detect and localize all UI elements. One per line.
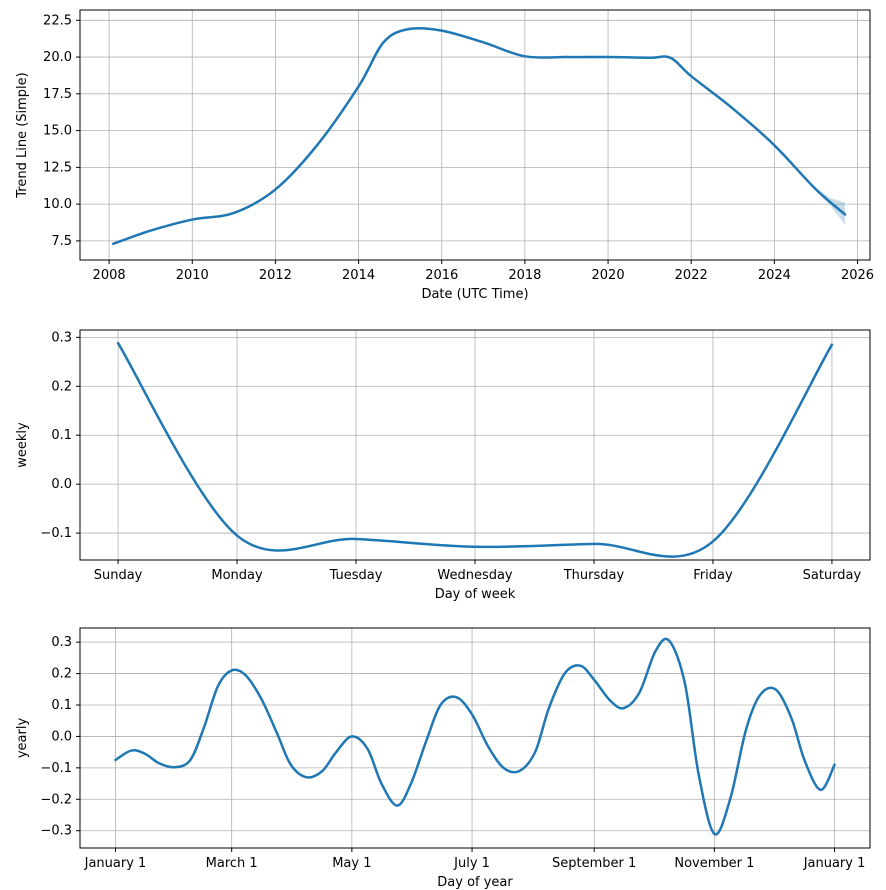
ytick-label: 10.0 [43,197,72,212]
xtick-label: Sunday [94,568,143,583]
ytick-label: 15.0 [43,124,72,139]
xtick-label: 2016 [425,268,458,283]
weekly-svg: Sunday Monday Tuesday Wednesday Thursday Frid… [0,310,886,610]
ytick-label: 22.5 [43,13,72,28]
xtick-label: 2026 [841,268,874,283]
ytick-label: 0.3 [51,330,72,345]
ytick-label: 0.2 [51,667,72,682]
figure: 2008 2010 2012 2014 2016 2018 2020 2022 2024 2026… [0,0,886,889]
ytick-label: 7.5 [51,234,72,249]
axes-frame [80,10,870,260]
xtick-label: Saturday [803,568,862,583]
xtick-label: Monday [211,568,263,583]
y-axis-label: weekly [15,422,30,468]
ytick-label: 0.3 [51,635,72,650]
xtick-label: November 1 [674,856,754,871]
ytick-label: 20.0 [43,50,72,65]
xtick-label: 2024 [758,268,791,283]
ytick-label: 0.2 [51,379,72,394]
axes-frame [80,628,870,848]
ytick-label: −0.1 [40,761,72,776]
trend-svg: 2008 2010 2012 2014 2016 2018 2020 2022 2024 2026… [0,0,886,320]
xtick-label: 2018 [508,268,541,283]
xtick-label: January 1 [803,856,866,871]
ytick-label: 17.5 [43,87,72,102]
x-axis-label: Date (UTC Time) [421,287,528,302]
ytick-label: −0.2 [40,792,72,807]
ytick-label: −0.1 [40,526,72,541]
trend-panel: 2008 2010 2012 2014 2016 2018 2020 2022 2024 2026… [0,0,886,320]
xtick-label: Tuesday [329,568,383,583]
ytick-label: 0.1 [51,698,72,713]
xtick-label: September 1 [552,856,636,871]
ytick-label: 0.0 [51,729,72,744]
xtick-label: 2022 [675,268,708,283]
xtick-label: January 1 [84,856,147,871]
xtick-label: Wednesday [437,568,513,583]
xtick-label: May 1 [332,856,371,871]
y-axis-label: yearly [15,718,30,759]
ytick-label: 0.0 [51,477,72,492]
x-axis-label: Day of year [437,875,513,890]
xtick-label: Friday [693,568,733,583]
yearly-svg: January 1 March 1 May 1 July 1 September 1 No… [0,600,886,890]
xtick-label: 2014 [342,268,375,283]
xtick-label: 2012 [259,268,292,283]
y-axis-label: Trend Line (Simple) [15,72,30,198]
xtick-label: 2010 [176,268,209,283]
xtick-label: March 1 [206,856,258,871]
xtick-label: 2008 [93,268,126,283]
ytick-label: 12.5 [43,160,72,175]
ytick-label: −0.3 [40,824,72,839]
xtick-label: 2020 [592,268,625,283]
xtick-label: July 1 [453,856,490,871]
series-line [113,28,845,244]
ytick-label: 0.1 [51,428,72,443]
xtick-label: Thursday [563,568,625,583]
